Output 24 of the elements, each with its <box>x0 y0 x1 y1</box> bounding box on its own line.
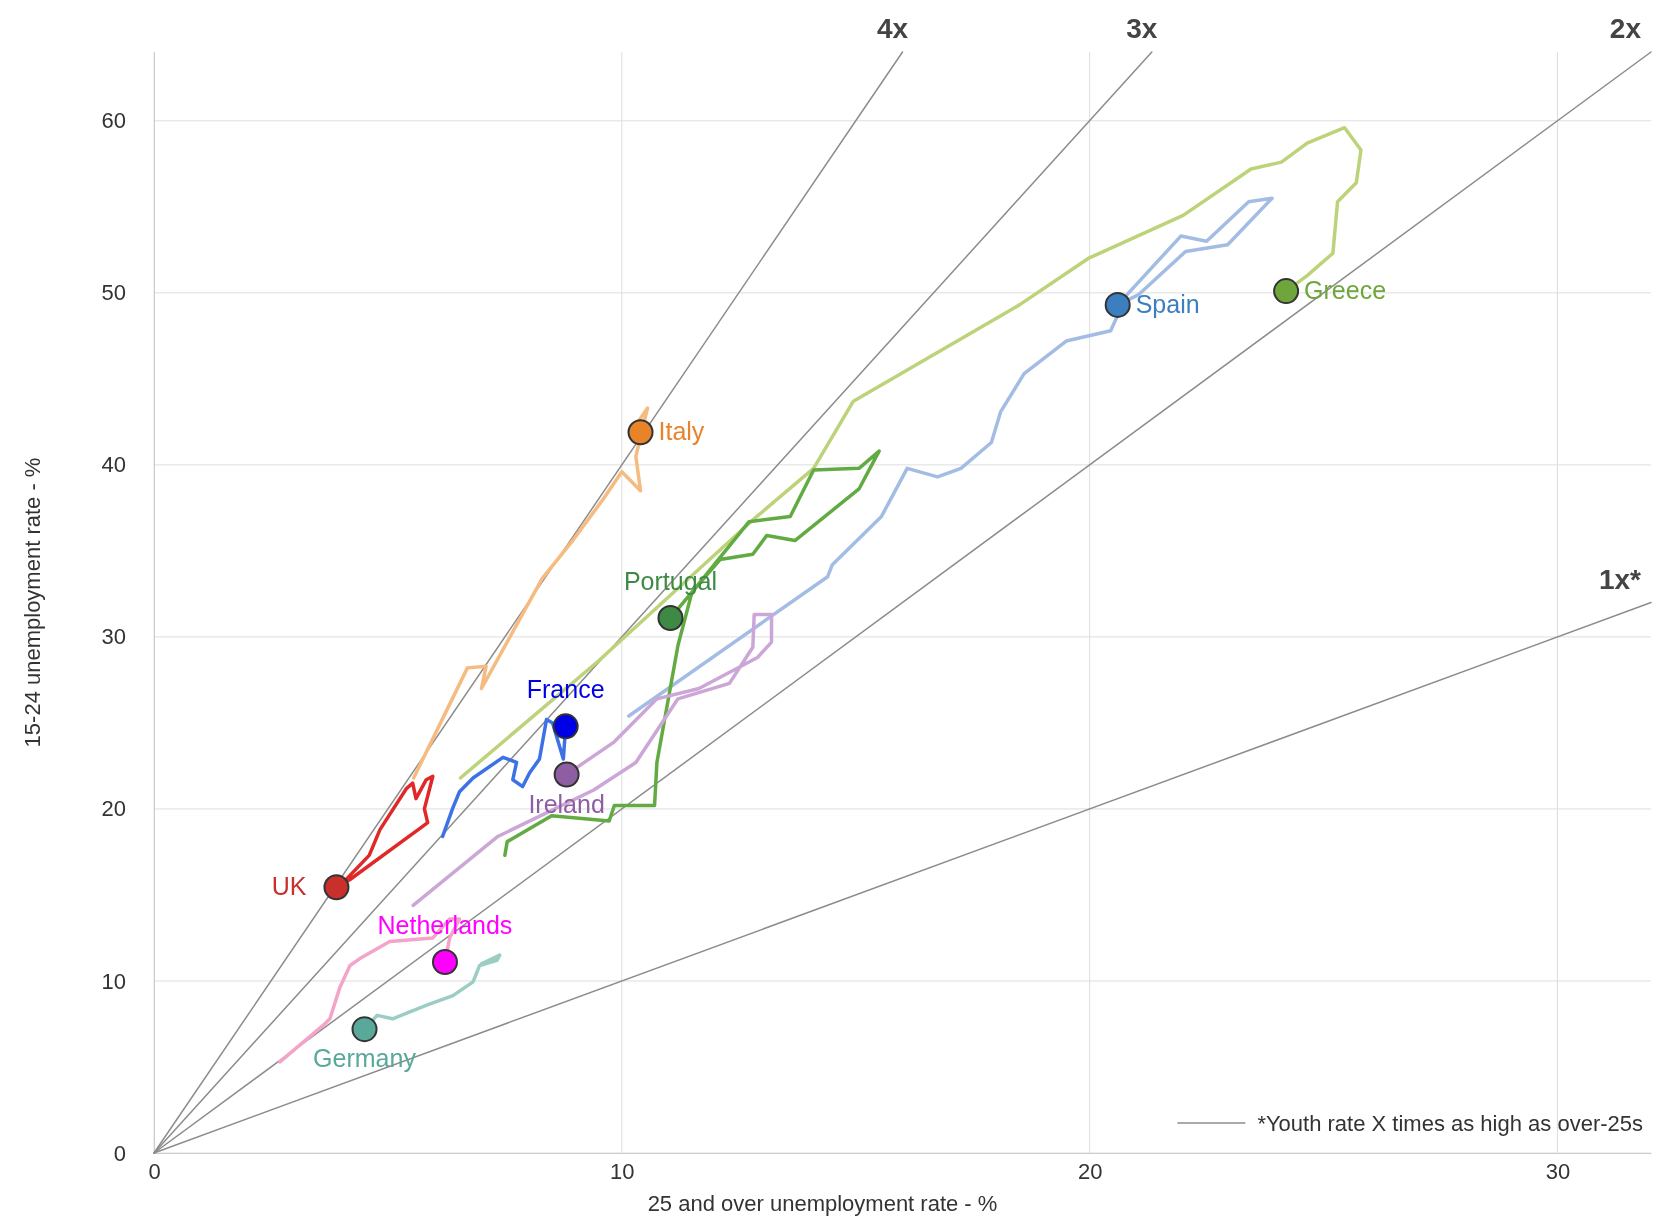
y-tick-label: 20 <box>101 796 126 822</box>
x-axis-title: 25 and over unemployment rate - % <box>647 1191 998 1216</box>
series-label: Netherlands <box>377 911 513 940</box>
series-label: France <box>526 675 605 704</box>
series-label: Spain <box>1135 289 1200 318</box>
x-tick-label: 0 <box>148 1158 161 1184</box>
x-tick-label: 10 <box>610 1158 635 1184</box>
annotation: 3x <box>1126 13 1158 44</box>
y-tick-label: 10 <box>101 968 126 994</box>
series-label: Italy <box>658 417 705 446</box>
y-tick-label: 40 <box>101 452 126 478</box>
y-tick-label: 0 <box>113 1140 126 1166</box>
x-tick-label: 30 <box>1545 1158 1571 1184</box>
annotation: 4x <box>876 13 909 44</box>
y-axis-title: 15-24 unemployment rate - % <box>20 457 45 748</box>
legend-label: *Youth rate X times as high as over-25s <box>1257 1111 1643 1136</box>
annotation: 2x <box>1609 13 1642 44</box>
annotation: 1x* <box>1598 563 1642 595</box>
y-tick-label: 60 <box>101 108 126 134</box>
y-tick-label: 50 <box>101 280 126 306</box>
series-label: UK <box>271 872 307 901</box>
y-tick-label: 30 <box>101 624 126 650</box>
series-label: Germany <box>313 1044 417 1073</box>
x-tick-label: 20 <box>1077 1158 1103 1184</box>
